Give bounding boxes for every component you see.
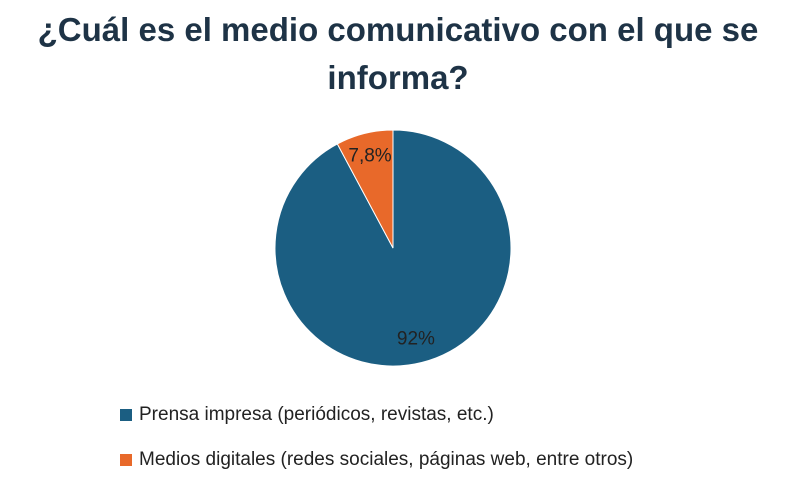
legend-swatch [120,454,132,466]
chart-title: ¿Cuál es el medio comunicativo con el qu… [37,11,759,96]
legend-swatch [120,409,132,421]
legend-label: Prensa impresa (periódicos, revistas, et… [139,404,494,425]
pie-slice [336,129,394,249]
legend-label: Medios digitales (redes sociales, página… [139,449,633,470]
data-label: 7,8% [348,145,391,166]
data-label: 92% [397,329,435,350]
